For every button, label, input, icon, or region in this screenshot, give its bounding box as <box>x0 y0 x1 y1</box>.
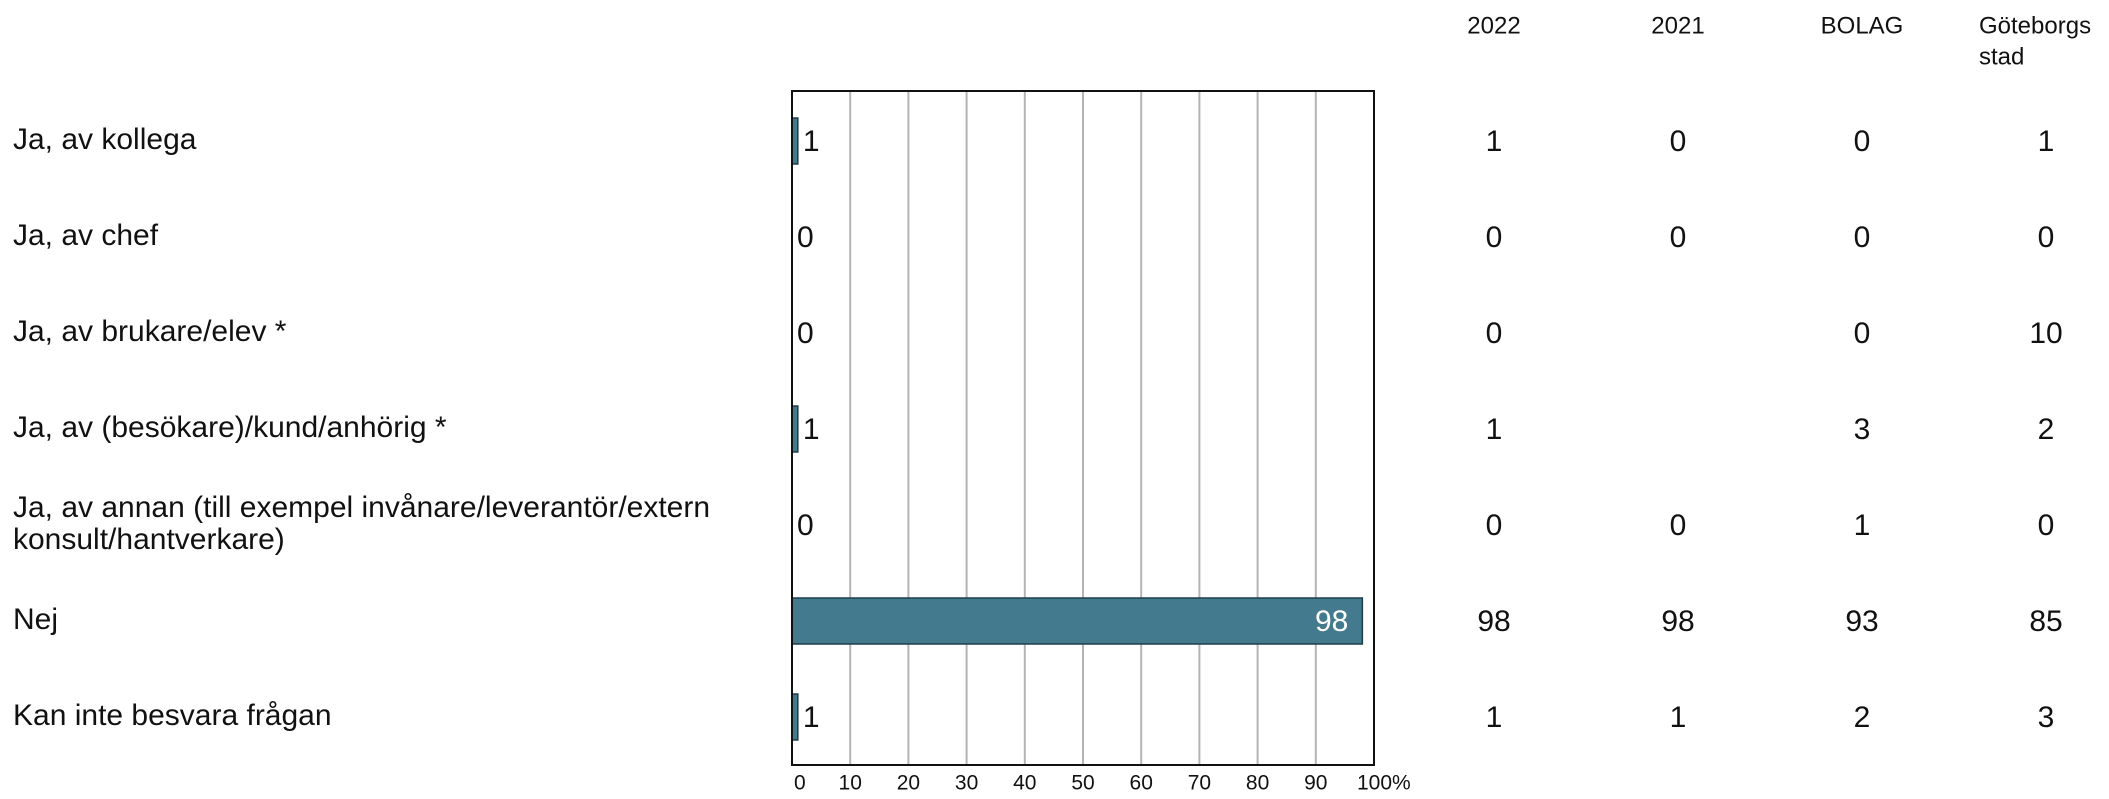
table-cell-value: 0 <box>1854 125 1871 158</box>
table-cell-value: 2 <box>2038 413 2055 446</box>
table-column-header: stad <box>1979 43 2024 70</box>
table-cell-value: 98 <box>1661 605 1694 638</box>
x-tick-label: 20 <box>897 772 920 794</box>
x-tick-label: 40 <box>1013 772 1036 794</box>
x-tick-label: 90 <box>1304 772 1327 794</box>
table-cell-value: 3 <box>1854 413 1871 446</box>
table-cell-value: 2 <box>1854 701 1871 734</box>
table-cell-value: 0 <box>1670 509 1687 542</box>
table-cell-value: 0 <box>1854 317 1871 350</box>
x-tick-label: 70 <box>1188 772 1211 794</box>
bar-value-label: 98 <box>1315 605 1348 638</box>
x-tick-label: 10 <box>839 772 862 794</box>
category-label: Ja, av kollega <box>13 123 197 156</box>
category-label: Nej <box>13 603 58 636</box>
table-cell-value: 1 <box>1486 701 1503 734</box>
table-cell-value: 0 <box>1670 221 1687 254</box>
table-column-header: Göteborgs <box>1979 12 2091 39</box>
table-cell-value: 93 <box>1845 605 1878 638</box>
table-cell-value: 0 <box>1670 125 1687 158</box>
x-tick-label: 50 <box>1071 772 1094 794</box>
bar-value-label: 0 <box>797 221 814 254</box>
bar-value-label: 0 <box>797 317 814 350</box>
category-label: Ja, av brukare/elev * <box>13 315 287 348</box>
table-cell-value: 10 <box>2029 317 2062 350</box>
table-cell-value: 1 <box>1486 125 1503 158</box>
x-tick-label: 80 <box>1246 772 1269 794</box>
x-tick-label: 100% <box>1357 772 1411 794</box>
category-label: konsult/hantverkare) <box>13 523 285 556</box>
table-cell-value: 1 <box>1486 413 1503 446</box>
table-cell-value: 0 <box>2038 509 2055 542</box>
table-cell-value: 3 <box>2038 701 2055 734</box>
table-cell-value: 1 <box>1854 509 1871 542</box>
category-label: Kan inte besvara frågan <box>13 699 332 732</box>
table-cell-value: 0 <box>1486 317 1503 350</box>
x-tick-label: 0 <box>794 772 806 794</box>
x-tick-label: 30 <box>955 772 978 794</box>
table-cell-value: 0 <box>1854 221 1871 254</box>
table-cell-value: 1 <box>1670 701 1687 734</box>
table-column-header: 2022 <box>1467 12 1520 39</box>
table-cell-value: 0 <box>2038 221 2055 254</box>
bar-value-label: 1 <box>803 125 820 158</box>
plot-frame <box>791 90 1375 766</box>
table-cell-value: 85 <box>2029 605 2062 638</box>
table-cell-value: 0 <box>1486 221 1503 254</box>
category-label: Ja, av annan (till exempel invånare/leve… <box>13 491 710 524</box>
table-cell-value: 1 <box>2038 125 2055 158</box>
bar-value-label: 1 <box>803 701 820 734</box>
table-cell-value: 0 <box>1486 509 1503 542</box>
table-cell-value: 98 <box>1477 605 1510 638</box>
bar-value-label: 1 <box>803 413 820 446</box>
category-label: Ja, av (besökare)/kund/anhörig * <box>13 411 447 444</box>
bar <box>791 597 1364 645</box>
bar-value-label: 0 <box>797 509 814 542</box>
table-column-header: BOLAG <box>1821 12 1904 39</box>
table-column-header: 2021 <box>1651 12 1704 39</box>
x-tick-label: 60 <box>1130 772 1153 794</box>
category-label: Ja, av chef <box>13 219 159 252</box>
